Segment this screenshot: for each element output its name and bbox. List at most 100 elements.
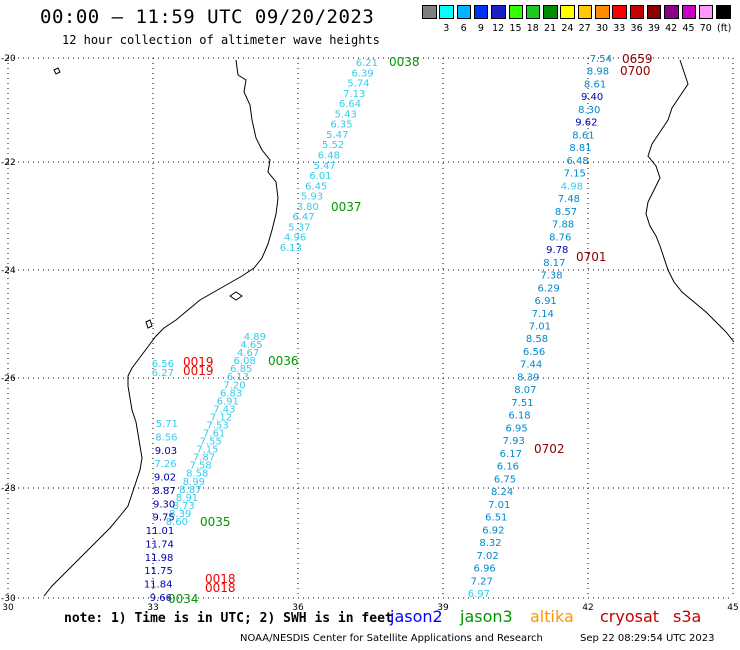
swh-value-east-track: 9.78 xyxy=(546,245,568,256)
island-3 xyxy=(145,319,153,329)
swh-value-south-track: 8.87 xyxy=(179,485,201,496)
swh-value-east-track: 7.01 xyxy=(488,500,510,511)
footer-note: note: 1) Time is in UTC; 2) SWH is in fe… xyxy=(64,611,393,626)
swh-value-east-track: 7.38 xyxy=(540,271,562,282)
scale-swatch xyxy=(491,5,506,19)
footer-credit: NOAA/NESDIS Center for Satellite Applica… xyxy=(240,633,543,644)
pass-number-label: 0035 xyxy=(200,515,231,529)
swh-value-east-track: 6.97 xyxy=(468,589,490,600)
swh-value-east-track: 6.18 xyxy=(508,411,530,422)
scale-label: 6 xyxy=(460,23,467,34)
longitude-label: 33 xyxy=(147,603,158,613)
scale-label: 36 xyxy=(630,23,643,34)
swh-value-south-track: 7.58 xyxy=(189,461,211,472)
scale-label: 21 xyxy=(544,23,557,34)
swh-value-east-track: 7.51 xyxy=(511,398,533,409)
scale-swatch xyxy=(525,5,541,19)
island-2 xyxy=(229,291,243,301)
legend-s3a: s3a xyxy=(673,607,702,626)
swh-value-north-track: 4.96 xyxy=(284,233,306,244)
swh-value-east-track: 7.88 xyxy=(552,220,574,231)
swh-value-west-track: 7.26 xyxy=(154,459,176,470)
pass-number-label: 0034 xyxy=(168,592,199,606)
swh-value-south-track: 4.89 xyxy=(244,332,266,343)
pass-number-label: 0018 xyxy=(205,581,236,595)
swh-value-east-track: 8.24 xyxy=(491,487,513,498)
swh-value-east-track: 6.96 xyxy=(474,564,496,575)
swh-value-west-track: 11.98 xyxy=(145,553,174,564)
swh-value-south-track: 7.87 xyxy=(193,453,215,464)
swh-value-east-track: 6.95 xyxy=(505,423,527,434)
swh-value-east-track: 8.07 xyxy=(514,385,536,396)
swh-value-east-track: 7.54 xyxy=(590,54,612,65)
scale-swatch xyxy=(577,5,593,19)
footer-timestamp: Sep 22 08:29:54 UTC 2023 xyxy=(580,633,715,644)
swh-value-north-track: 6.47 xyxy=(292,212,314,223)
latitude-label: -24 xyxy=(1,266,16,276)
swh-value-west-track: 9.03 xyxy=(155,446,177,457)
swh-value-north-track: 6.48 xyxy=(318,151,340,162)
pass-number-label: 0702 xyxy=(534,442,565,456)
swh-value-west-track: 9.75 xyxy=(153,513,175,524)
swh-value-west-track: 9.66 xyxy=(150,593,172,604)
scale-label: 9 xyxy=(477,23,484,34)
latitude-label: -20 xyxy=(1,54,16,64)
swh-value-south-track: 6.08 xyxy=(234,356,256,367)
swh-value-south-track: 8.73 xyxy=(173,501,195,512)
swh-value-east-track: 7.44 xyxy=(520,360,542,371)
scale-label: 15 xyxy=(509,23,522,34)
pass-number-label: 0019 xyxy=(183,355,214,369)
longitude-label: 39 xyxy=(437,603,449,613)
latitude-label: -30 xyxy=(1,594,16,604)
swh-value-north-track: 5.47 xyxy=(314,161,336,172)
swh-value-north-track: 5.74 xyxy=(347,79,369,90)
latitude-label: -26 xyxy=(1,374,16,384)
swh-value-west-track: 11.01 xyxy=(146,526,175,537)
swh-value-west-track: 11.84 xyxy=(144,580,173,591)
longitude-label: 30 xyxy=(2,603,14,613)
swh-value-east-track: 6.91 xyxy=(535,296,557,307)
swh-value-west-track: 9.30 xyxy=(153,499,175,510)
pass-number-label: 0019 xyxy=(183,364,214,378)
swh-value-south-track: 7.43 xyxy=(213,404,235,415)
swh-value-south-track: 8.99 xyxy=(183,477,205,488)
swh-value-south-track: 7.55 xyxy=(200,437,222,448)
swh-value-east-track: 8.58 xyxy=(526,334,548,345)
swh-value-north-track: 3.80 xyxy=(297,202,319,213)
legend-altika: altika xyxy=(530,607,574,626)
swh-value-west-track: 8.87 xyxy=(153,486,175,497)
swh-value-east-track: 8.98 xyxy=(587,67,609,78)
swh-value-east-track: 6.51 xyxy=(485,513,507,524)
scale-swatch xyxy=(543,5,558,19)
scale-swatch xyxy=(508,5,523,19)
pass-number-label: 0701 xyxy=(576,250,607,264)
swh-value-north-track: 5.52 xyxy=(322,140,344,151)
swh-value-east-track: 8.32 xyxy=(479,538,501,549)
swh-value-east-track: 8.30 xyxy=(578,105,600,116)
swh-value-south-track: 7.15 xyxy=(196,445,218,456)
swh-value-west-track: 11.75 xyxy=(144,566,173,577)
swh-value-east-track: 7.02 xyxy=(476,551,498,562)
swh-value-north-track: 5.43 xyxy=(335,109,357,120)
scale-swatch xyxy=(664,5,679,19)
longitude-label: 45 xyxy=(727,603,738,613)
scale-label: 3 xyxy=(443,23,450,34)
scale-label: 70 xyxy=(699,23,712,34)
scale-swatch xyxy=(716,5,731,19)
swh-value-east-track: 6.75 xyxy=(494,474,516,485)
scale-label: 39 xyxy=(647,23,660,34)
swh-value-north-track: 6.13 xyxy=(280,243,302,254)
swh-value-south-track: 7.20 xyxy=(223,380,245,391)
swh-value-west-track: 9.02 xyxy=(154,473,176,484)
swh-value-north-track: 5.37 xyxy=(288,222,310,233)
swh-value-east-track: 6.92 xyxy=(482,525,504,536)
swh-value-coast: 6.56 xyxy=(152,359,174,370)
swh-value-east-track: 7.93 xyxy=(503,436,525,447)
swh-value-east-track: 6.16 xyxy=(497,462,519,473)
swh-value-east-track: 7.01 xyxy=(529,322,551,333)
pass-number-label: 0659 xyxy=(622,52,653,66)
pass-number-label: 0700 xyxy=(620,64,651,78)
africa-coastline xyxy=(43,59,279,597)
